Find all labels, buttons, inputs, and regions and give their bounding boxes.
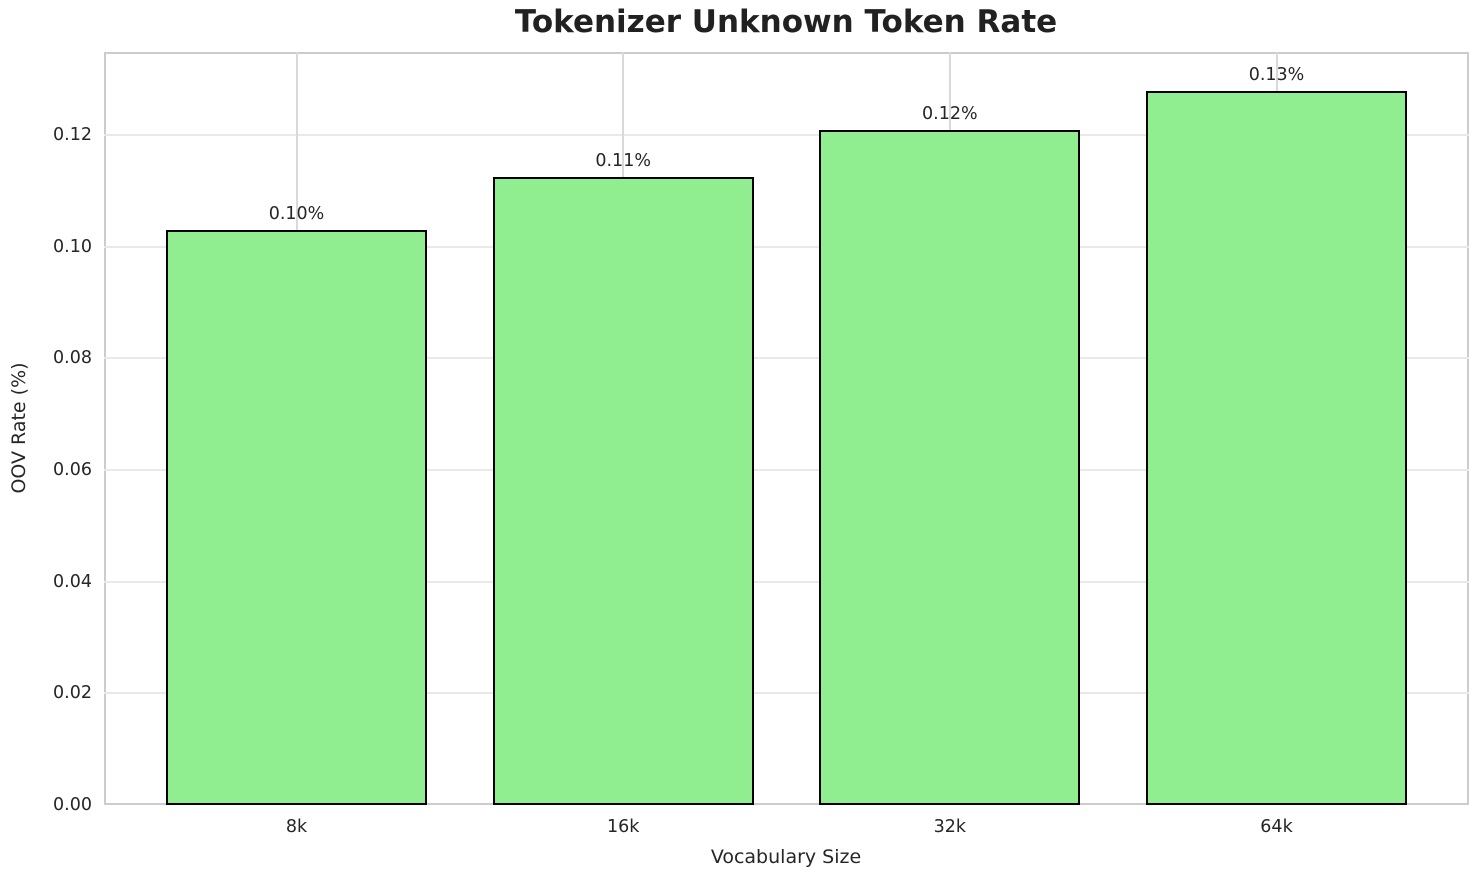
x-tick-label: 64k xyxy=(1260,817,1293,837)
y-axis-label: OOV Rate (%) xyxy=(8,362,30,494)
gridline-horizontal xyxy=(104,357,1469,360)
chart-title: Tokenizer Unknown Token Rate xyxy=(514,4,1058,40)
y-tick-label: 0.12 xyxy=(53,125,92,146)
y-tick-label: 0.10 xyxy=(53,236,92,257)
bar xyxy=(819,129,1081,805)
x-tick-label: 8k xyxy=(285,817,308,837)
bar-value-label: 0.12% xyxy=(922,103,978,124)
bar xyxy=(166,230,427,805)
x-tick-label: 16k xyxy=(606,817,640,837)
gridline-horizontal xyxy=(104,469,1469,472)
gridline-horizontal xyxy=(104,692,1469,695)
bar-value-label: 0.11% xyxy=(595,151,651,172)
y-tick-label: 0.04 xyxy=(53,571,92,592)
y-tick-label: 0.08 xyxy=(53,348,92,369)
y-tick-label: 0.00 xyxy=(53,795,92,815)
bar xyxy=(1146,90,1407,805)
bar-value-label: 0.10% xyxy=(268,204,325,225)
bar xyxy=(492,177,754,805)
y-tick-label: 0.06 xyxy=(53,460,92,481)
gridline-horizontal xyxy=(104,580,1469,583)
bar-value-label: 0.13% xyxy=(1248,64,1305,85)
x-tick-label: 32k xyxy=(933,817,967,837)
plot-area xyxy=(104,52,1469,805)
gridline-horizontal xyxy=(104,245,1469,248)
gridline-horizontal xyxy=(104,134,1469,137)
x-axis-label: Vocabulary Size xyxy=(710,846,862,868)
y-tick-label: 0.02 xyxy=(53,683,92,704)
